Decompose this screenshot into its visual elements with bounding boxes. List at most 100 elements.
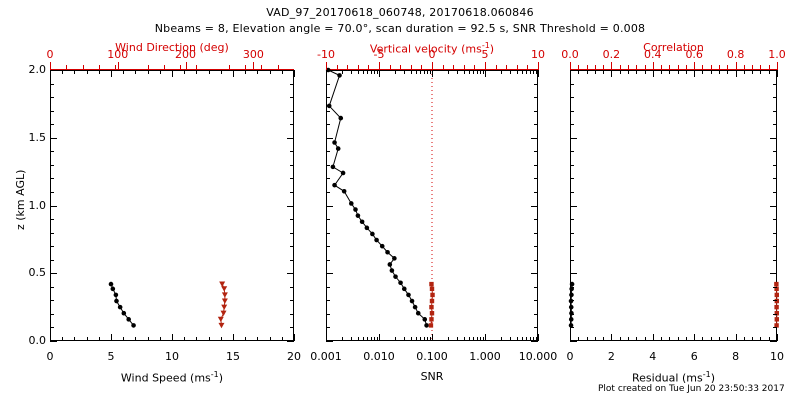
y-minor-tick bbox=[290, 300, 294, 302]
x-minor-tick bbox=[426, 337, 428, 341]
x-minor-tick-top bbox=[208, 70, 210, 74]
x-top-tick-label: 200 bbox=[175, 48, 197, 61]
y-minor-tick bbox=[290, 327, 294, 329]
data-point bbox=[114, 298, 119, 304]
x-minor-tick bbox=[147, 337, 149, 341]
data-point bbox=[219, 281, 226, 287]
x-minor-tick bbox=[500, 337, 502, 341]
x-tick-label: 10 bbox=[165, 350, 179, 363]
x-major-tick bbox=[485, 334, 486, 341]
y-minor-tick bbox=[50, 327, 54, 329]
x-minor-tick-top bbox=[636, 70, 638, 74]
x-minor-tick bbox=[479, 337, 481, 341]
panel-wind-top-axis bbox=[50, 69, 294, 70]
data-point bbox=[113, 292, 119, 298]
x-top-minor-tick bbox=[463, 65, 465, 70]
x-top-minor-tick bbox=[710, 65, 712, 70]
y-minor-tick bbox=[290, 313, 294, 315]
x-minor-tick-top bbox=[257, 70, 259, 74]
x-minor-tick-top bbox=[469, 70, 471, 74]
x-minor-tick bbox=[636, 337, 638, 341]
y-major-tick bbox=[570, 70, 577, 71]
y-tick-label: 1.0 bbox=[28, 198, 47, 212]
x-minor-tick bbox=[677, 337, 679, 341]
x-minor-tick-top bbox=[661, 70, 663, 74]
y-minor-tick bbox=[326, 97, 330, 99]
data-point bbox=[332, 182, 337, 188]
x-minor-tick bbox=[208, 337, 210, 341]
y-minor-tick bbox=[50, 219, 54, 221]
x-tick-label: 2 bbox=[607, 350, 615, 363]
data-point bbox=[126, 317, 131, 322]
plot-subtitle: Nbeams = 8, Elevation angle = 70.0°, sca… bbox=[154, 22, 646, 35]
y-major-tick bbox=[287, 70, 294, 71]
x-tick-label: 4 bbox=[649, 350, 657, 363]
y-minor-tick bbox=[534, 164, 538, 166]
x-minor-tick-top bbox=[416, 70, 418, 74]
y-minor-tick bbox=[534, 286, 538, 288]
x-minor-tick bbox=[86, 337, 88, 341]
x-major-tick bbox=[326, 334, 327, 341]
data-point bbox=[389, 268, 395, 273]
data-point bbox=[326, 103, 332, 109]
x-tick-label: 1.000 bbox=[469, 350, 501, 363]
x-minor-tick-top bbox=[429, 70, 431, 74]
x-minor-tick-top bbox=[423, 70, 425, 74]
data-point bbox=[393, 274, 398, 279]
x-minor-tick bbox=[98, 337, 100, 341]
x-tick-label: 5 bbox=[107, 350, 115, 363]
vv-axis-title-tail: ) bbox=[489, 42, 495, 56]
panel-residual-bottom-axis-title: Residual (ms-1) bbox=[570, 370, 777, 385]
x-top-minor-tick bbox=[228, 65, 230, 70]
x-minor-tick-top bbox=[86, 70, 88, 74]
y-minor-tick bbox=[50, 259, 54, 261]
y-minor-tick bbox=[326, 286, 330, 288]
x-minor-tick bbox=[510, 337, 512, 341]
data-point bbox=[335, 146, 341, 151]
panel-residual-top-axis-title: Correlation bbox=[643, 41, 704, 54]
x-top-major-tick bbox=[777, 62, 778, 70]
x-major-tick bbox=[735, 334, 737, 341]
y-minor-tick bbox=[773, 246, 777, 248]
x-tick-label: 0.100 bbox=[416, 350, 448, 363]
x-minor-tick bbox=[457, 337, 459, 341]
y-minor-tick bbox=[570, 124, 574, 126]
x-minor-tick bbox=[367, 337, 369, 341]
x-minor-tick-top bbox=[603, 70, 605, 74]
y-minor-tick bbox=[570, 313, 574, 315]
x-minor-tick bbox=[469, 337, 471, 341]
x-minor-tick-top bbox=[196, 70, 198, 74]
x-top-tick-label: 0.0 bbox=[561, 48, 579, 61]
data-point bbox=[415, 310, 421, 316]
panel-residual-data bbox=[568, 281, 779, 328]
x-minor-tick bbox=[394, 337, 396, 341]
x-major-tick bbox=[570, 334, 571, 341]
data-point bbox=[221, 292, 228, 298]
plot-title: VAD_97_20170618_060748, 20170618.060846 bbox=[266, 6, 534, 19]
y-major-tick bbox=[287, 273, 294, 275]
x-major-tick-top bbox=[570, 70, 571, 77]
x-top-major-tick bbox=[432, 62, 433, 70]
x-tick-label: 10.000 bbox=[518, 350, 558, 363]
y-minor-tick bbox=[50, 313, 54, 315]
x-minor-tick bbox=[463, 337, 465, 341]
x-top-major-tick bbox=[694, 62, 696, 70]
x-minor-tick-top bbox=[135, 70, 137, 74]
x-minor-tick-top bbox=[476, 70, 478, 74]
residual-axis-title-text: Residual (ms bbox=[632, 371, 703, 385]
y-minor-tick bbox=[50, 246, 54, 248]
x-minor-tick bbox=[341, 337, 343, 341]
x-major-tick-top bbox=[735, 70, 737, 77]
x-minor-tick bbox=[62, 337, 64, 341]
x-top-major-tick bbox=[538, 62, 539, 70]
panel-residual-top-axis bbox=[570, 69, 777, 70]
x-top-minor-tick bbox=[98, 65, 100, 70]
x-top-minor-tick bbox=[196, 65, 198, 70]
y-major-tick bbox=[770, 70, 777, 71]
x-top-major-tick bbox=[485, 62, 486, 70]
data-point bbox=[429, 286, 435, 292]
x-minor-tick-top bbox=[220, 70, 222, 74]
y-minor-tick bbox=[50, 191, 54, 193]
x-top-major-tick bbox=[326, 62, 327, 70]
data-point bbox=[364, 225, 370, 231]
